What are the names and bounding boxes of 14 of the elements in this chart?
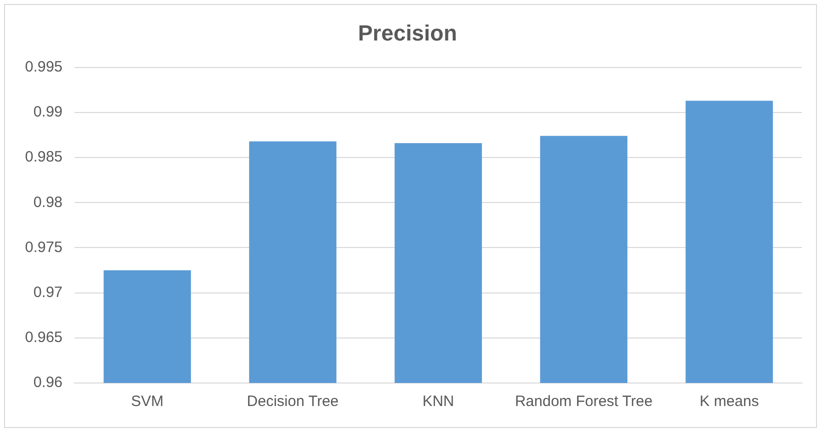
y-tick-label: 0.97: [33, 284, 63, 301]
y-tick-label: 0.99: [33, 104, 63, 121]
x-tick-label: Decision Tree: [246, 393, 339, 410]
y-tick-label: 0.975: [24, 238, 63, 256]
x-tick-label: Random Forest Tree: [514, 393, 653, 410]
x-tick-label: KNN: [422, 393, 454, 410]
x-tick-label: SVM: [131, 393, 164, 410]
y-tick-label: 0.965: [24, 329, 63, 346]
y-tick-label: 0.985: [24, 148, 63, 166]
y-tick-label: 0.995: [24, 58, 63, 76]
y-tick-label: 0.96: [33, 374, 63, 392]
x-tick-label: K means: [700, 393, 759, 410]
chart-title: Precision: [358, 20, 458, 46]
y-tick-label: 0.98: [33, 194, 63, 211]
